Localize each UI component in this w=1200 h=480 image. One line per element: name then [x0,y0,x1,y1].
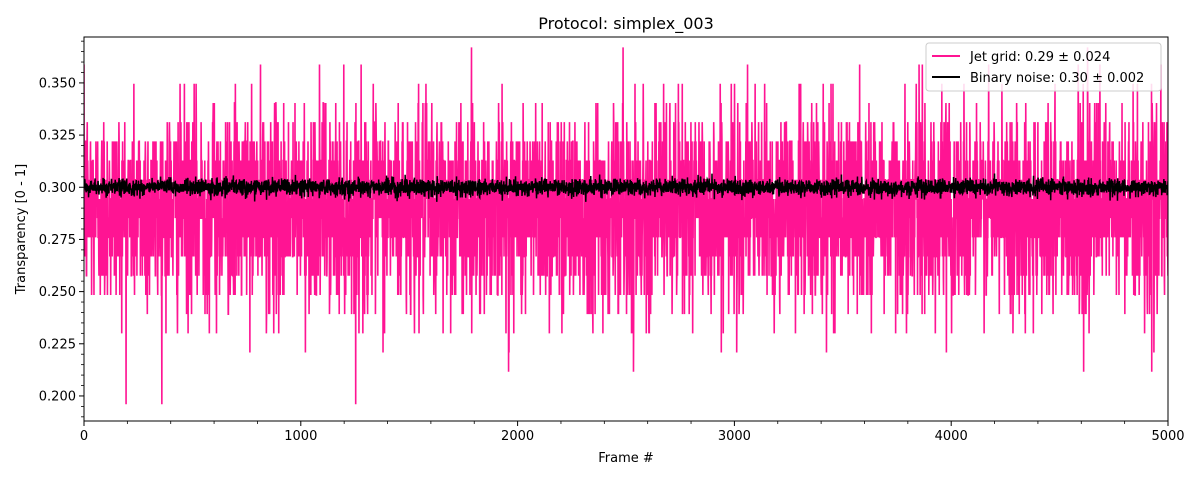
legend-box [925,42,1162,92]
legend-label-jet-grid: Jet grid: 0.29 ± 0.024 [969,50,1110,65]
y-tick-label: 0.200 [39,389,76,404]
y-tick-label: 0.250 [39,285,76,300]
series-layer [84,47,1168,405]
plot-area [83,36,1169,422]
x-tick-label: 1000 [284,429,317,444]
legend-label-binary-noise: Binary noise: 0.30 ± 0.002 [970,71,1144,86]
y-axis: 0.200 0.225 0.250 0.275 0.300 0.325 0.350 [39,40,84,418]
x-axis: 0 1000 2000 3000 4000 5000 [80,421,1185,444]
y-tick-label: 0.350 [39,76,76,91]
y-tick-label: 0.325 [39,129,76,144]
x-tick-label: 2000 [501,429,534,444]
y-tick-label: 0.225 [39,337,76,352]
series-line-binary-noise [84,173,1168,202]
chart-title: Protocol: simplex_003 [538,14,714,34]
y-axis-label: Transparency [0 - 1] [14,164,29,295]
x-tick-label: 4000 [935,429,968,444]
x-axis-label: Frame # [598,451,654,466]
legend: Jet grid: 0.29 ± 0.024 Binary noise: 0.3… [925,42,1162,92]
x-tick-label: 5000 [1151,429,1184,444]
y-tick-label: 0.300 [39,181,76,196]
x-tick-label: 3000 [718,429,751,444]
y-tick-label: 0.275 [39,233,76,248]
series-line-jet-grid [84,47,1168,405]
x-tick-label: 0 [80,429,88,444]
